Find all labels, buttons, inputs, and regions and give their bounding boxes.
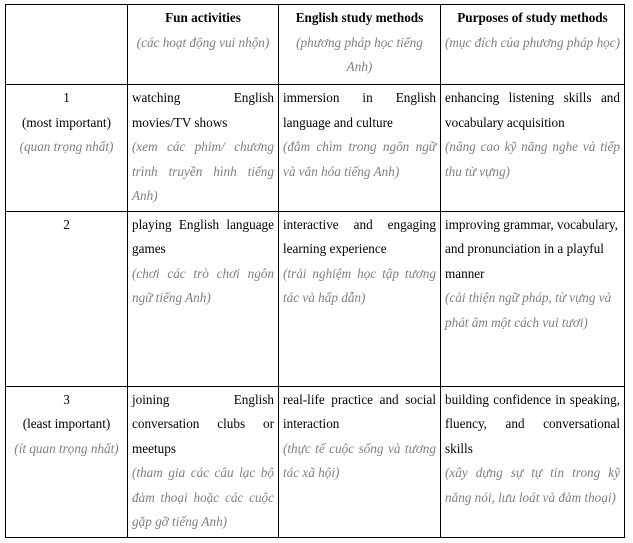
header-en: English study methods: [295, 10, 424, 25]
header-purposes: Purposes of study methods (mục đích của p…: [440, 4, 625, 85]
rank-vi: (quan trọng nhất): [19, 139, 114, 154]
cell-vi: (tham gia các câu lạc bộ đàm thoại hoặc …: [132, 465, 274, 529]
cell-vi: (chơi các trò chơi ngôn ngữ tiếng Anh): [132, 265, 274, 306]
corner-cell: [5, 4, 128, 85]
purpose-cell: building confidence in speaking, fluency…: [440, 385, 625, 538]
cell-vi: (cải thiện ngữ pháp, từ vựng và phát âm …: [445, 290, 612, 330]
cell-en: building confidence in speaking, fluency…: [445, 391, 620, 456]
cell-en: joining English conversation clubs or me…: [132, 391, 274, 456]
header-row: Fun activities (các hoạt động vui nhộn) E…: [5, 4, 625, 85]
study-methods-table: Fun activities (các hoạt động vui nhộn) E…: [5, 4, 625, 538]
activity-cell: playing English language games (chơi các …: [127, 210, 279, 387]
method-cell: real-life practice and social interactio…: [278, 385, 441, 538]
rank: 1: [63, 90, 70, 105]
cell-vi: (thực tế cuộc sống và tương tác xã hội): [283, 440, 436, 481]
table-row: 1 (most important) (quan trọng nhất) watch…: [5, 84, 625, 212]
header-en: Purposes of study methods: [457, 10, 608, 25]
rank-vi: (ít quan trọng nhất): [14, 440, 119, 456]
cell-en: improving grammar, vocabulary, and pronu…: [445, 216, 618, 281]
cell-vi: (xem các phim/ chương trình truyền hình …: [132, 139, 274, 203]
rank-label: (most important): [21, 114, 111, 130]
activity-cell: joining English conversation clubs or me…: [127, 385, 279, 538]
rank-cell: 1 (most important) (quan trọng nhất): [5, 84, 128, 212]
cell-en: interactive and engaging learning experi…: [283, 216, 436, 257]
header-vi: (phương pháp học tiếng Anh): [296, 34, 423, 75]
purpose-cell: enhancing listening skills and vocabular…: [440, 84, 625, 212]
activity-cell: watching English movies/TV shows (xem các…: [127, 84, 279, 212]
purpose-cell: improving grammar, vocabulary, and pronu…: [440, 210, 625, 387]
table-row: 3 (least important) (ít quan trọng nhất) j…: [5, 385, 625, 538]
cell-vi: (xây dựng sự tự tin trong kỹ năng nói, l…: [445, 465, 620, 505]
method-cell: interactive and engaging learning experi…: [278, 210, 441, 387]
cell-en: watching English movies/TV shows: [132, 90, 274, 130]
rank-cell: 2: [5, 210, 128, 387]
cell-vi: (nâng cao kỹ năng nghe và tiếp thu từ vự…: [445, 139, 620, 179]
cell-en: real-life practice and social interactio…: [283, 391, 436, 432]
cell-vi: (đắm chìm trong ngôn ngữ và văn hóa tiến…: [283, 139, 436, 179]
cell-en: enhancing listening skills and vocabular…: [445, 90, 620, 130]
rank-cell: 3 (least important) (ít quan trọng nhất): [5, 385, 128, 538]
header-fun-activities: Fun activities (các hoạt động vui nhộn): [127, 4, 279, 85]
cell-vi: (trải nghiệm học tập tương tác và hấp dẫ…: [283, 265, 436, 306]
header-vi: (mục đích của phương pháp học): [445, 34, 621, 50]
cell-en: playing English language games: [132, 216, 274, 257]
rank-label: (least important): [22, 416, 111, 431]
method-cell: immersion in English language and cultur…: [278, 84, 441, 212]
table-row: 2 playing English language games (chơi cá…: [5, 210, 625, 387]
cell-en: immersion in English language and cultur…: [283, 90, 436, 130]
header-vi: (các hoạt động vui nhộn): [136, 34, 270, 50]
header-en: Fun activities: [165, 10, 241, 25]
rank: 2: [63, 216, 70, 232]
rank: 3: [63, 391, 70, 407]
header-study-methods: English study methods (phương pháp học ti…: [278, 4, 441, 85]
